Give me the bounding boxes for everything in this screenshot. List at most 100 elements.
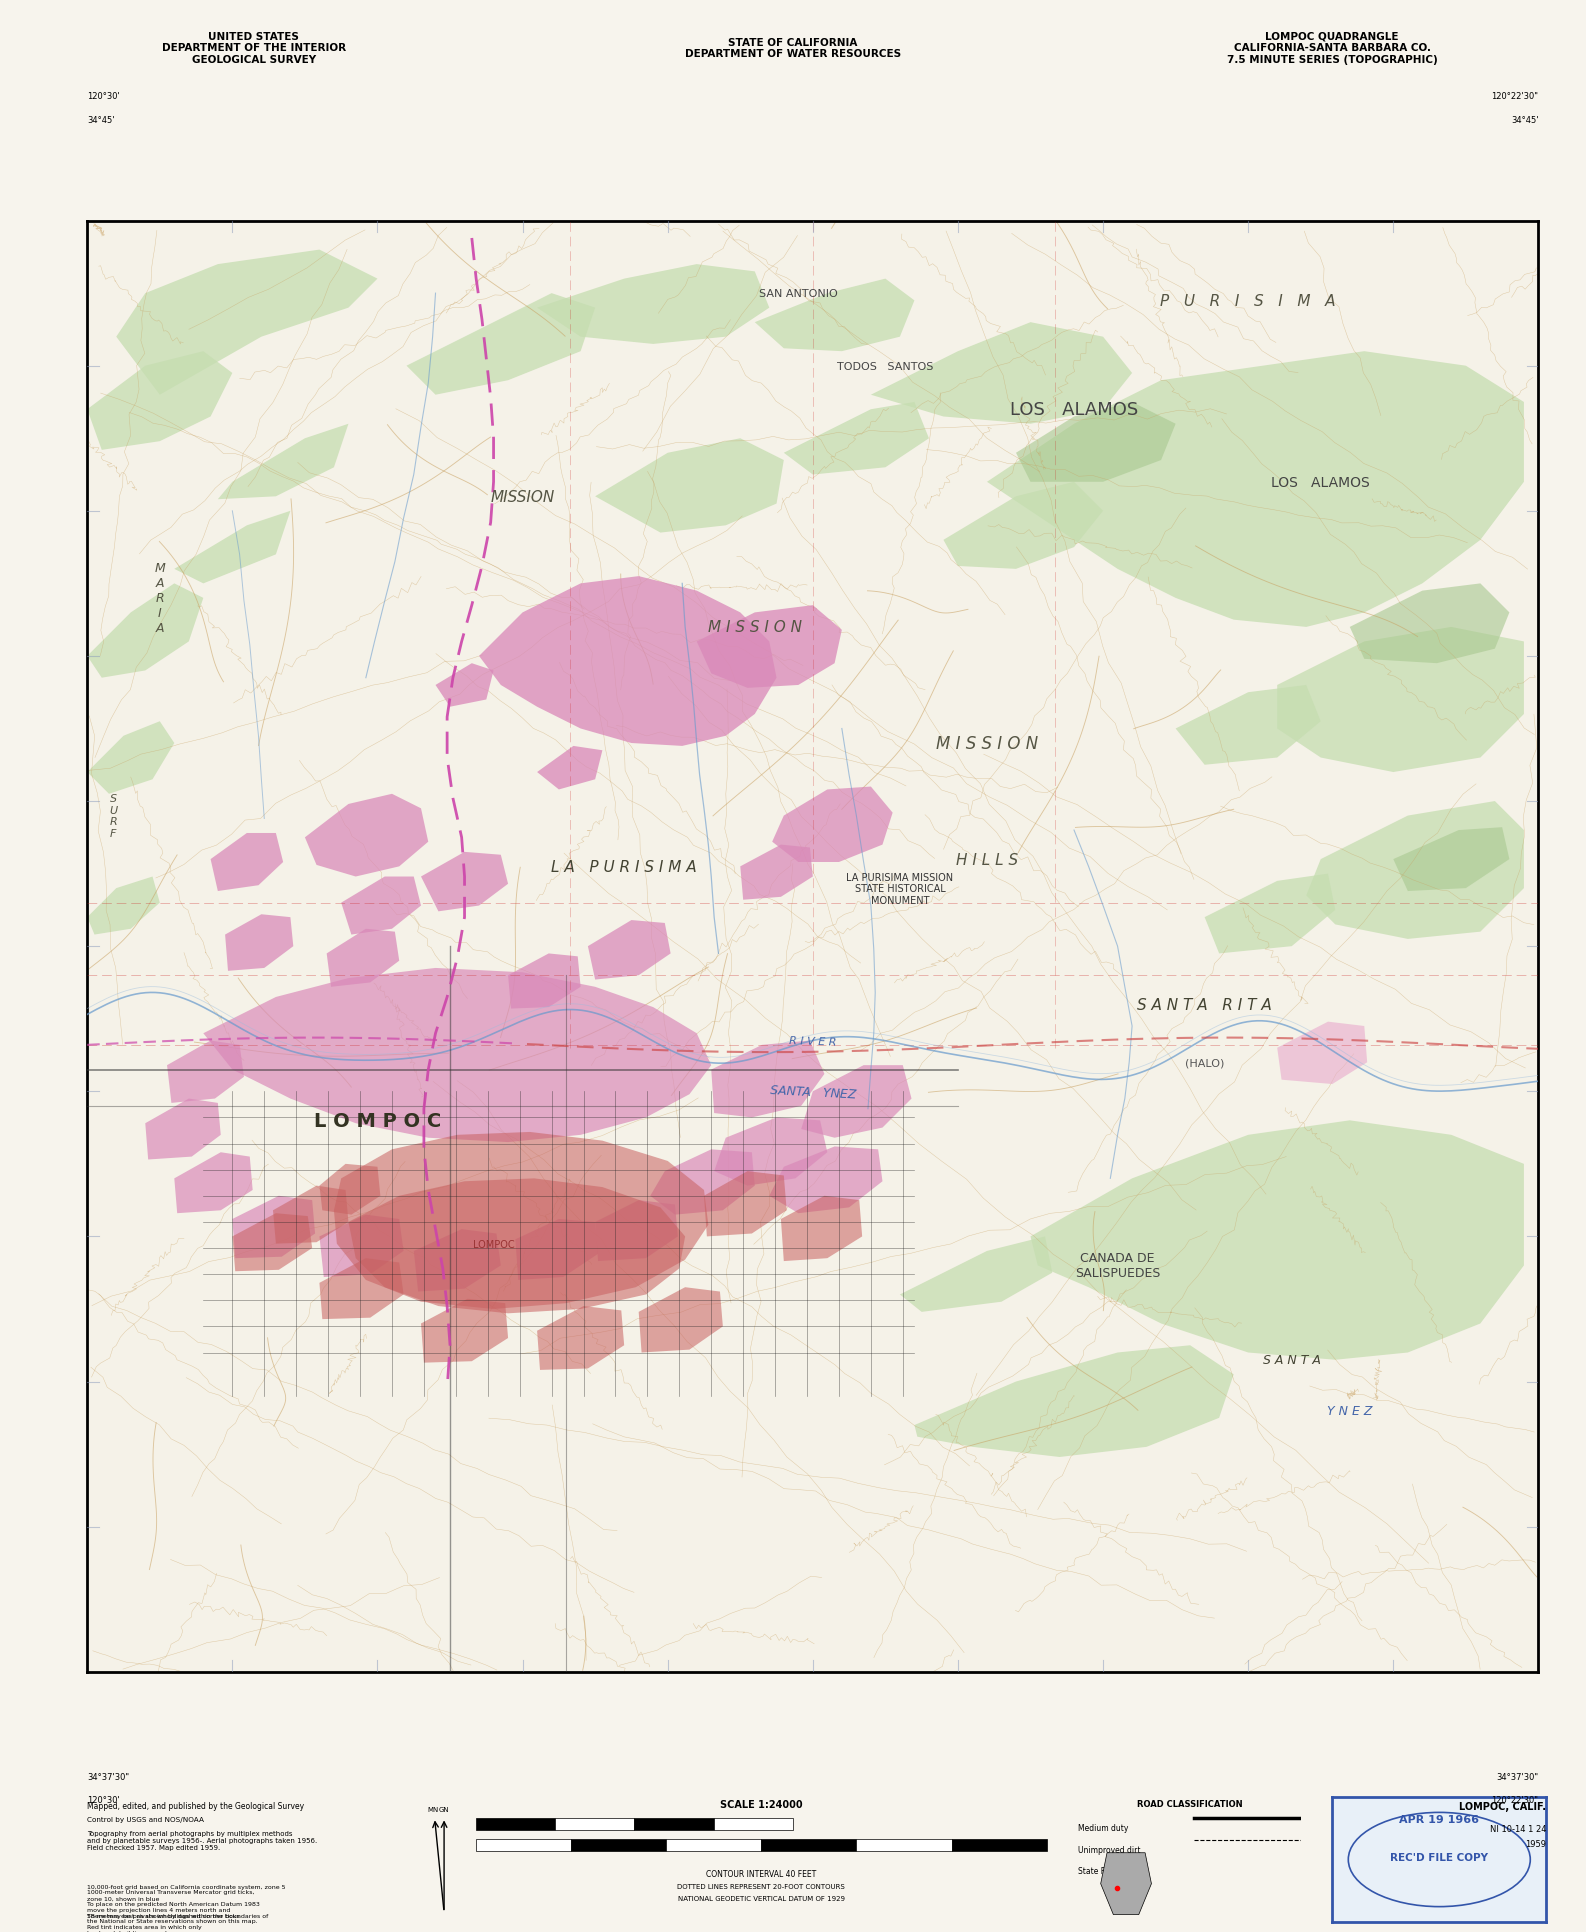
Polygon shape (755, 280, 915, 352)
Polygon shape (538, 1306, 625, 1370)
Text: 120°30': 120°30' (87, 91, 121, 100)
Text: H I L L S: H I L L S (956, 852, 1018, 867)
Polygon shape (167, 1041, 244, 1103)
Polygon shape (225, 914, 293, 972)
Text: SAN ANTONIO: SAN ANTONIO (760, 290, 837, 299)
Polygon shape (1277, 1022, 1367, 1084)
Polygon shape (711, 1041, 825, 1119)
Polygon shape (273, 1186, 349, 1244)
Text: MISSION: MISSION (490, 489, 555, 504)
Polygon shape (341, 877, 420, 935)
Polygon shape (538, 746, 603, 790)
Bar (856, 1839, 952, 1851)
Polygon shape (319, 1165, 381, 1215)
Text: LOMPOC QUADRANGLE
CALIFORNIA-SANTA BARBARA CO.
7.5 MINUTE SERIES (TOPOGRAPHIC): LOMPOC QUADRANGLE CALIFORNIA-SANTA BARBA… (1228, 31, 1437, 66)
Polygon shape (595, 439, 783, 533)
Text: Unimproved dirt: Unimproved dirt (1078, 1845, 1140, 1853)
Text: 120°22'30": 120°22'30" (1491, 91, 1538, 100)
Text: M I S S I O N: M I S S I O N (707, 620, 803, 636)
Text: ROAD CLASSIFICATION: ROAD CLASSIFICATION (1137, 1799, 1242, 1808)
Polygon shape (1307, 802, 1524, 939)
Polygon shape (714, 1119, 828, 1186)
Polygon shape (1350, 583, 1510, 665)
Polygon shape (741, 844, 812, 900)
Text: Y N E Z: Y N E Z (1327, 1405, 1372, 1418)
Polygon shape (650, 1150, 755, 1215)
Polygon shape (217, 425, 349, 500)
Polygon shape (986, 352, 1524, 628)
Text: MN: MN (427, 1806, 439, 1812)
Polygon shape (211, 833, 284, 891)
Bar (952, 1839, 1047, 1851)
Polygon shape (146, 1099, 220, 1159)
Text: SCALE 1:24000: SCALE 1:24000 (720, 1799, 803, 1808)
Text: UNITED STATES
DEPARTMENT OF THE INTERIOR
GEOLOGICAL SURVEY: UNITED STATES DEPARTMENT OF THE INTERIOR… (162, 31, 346, 66)
Text: State Route: State Route (1078, 1866, 1123, 1876)
Text: 10,000-foot grid based on California coordinate system, zone 5
1000-meter Univer: 10,000-foot grid based on California coo… (87, 1884, 285, 1918)
Polygon shape (1031, 1121, 1524, 1360)
Text: 120°22'30": 120°22'30" (1491, 1795, 1538, 1804)
Polygon shape (515, 1219, 598, 1281)
Bar (761, 1839, 856, 1851)
Text: (HALO): (HALO) (1185, 1057, 1224, 1068)
Polygon shape (203, 968, 711, 1142)
Polygon shape (1277, 628, 1524, 773)
Polygon shape (174, 1153, 252, 1213)
Text: NI 10-14 1 24: NI 10-14 1 24 (1489, 1824, 1546, 1833)
Polygon shape (87, 723, 174, 794)
Text: LOS   ALAMOS: LOS ALAMOS (1010, 402, 1139, 419)
Text: S A N T A: S A N T A (1262, 1354, 1321, 1366)
Text: CONTOUR INTERVAL 40 FEET: CONTOUR INTERVAL 40 FEET (706, 1868, 817, 1878)
Polygon shape (696, 607, 842, 688)
Text: GN: GN (439, 1806, 449, 1812)
Polygon shape (174, 512, 290, 583)
Polygon shape (1393, 827, 1510, 891)
Polygon shape (595, 1200, 677, 1262)
Polygon shape (319, 1215, 403, 1277)
Polygon shape (414, 1229, 501, 1293)
Text: 120°30': 120°30' (87, 1795, 121, 1804)
Text: 1959: 1959 (1526, 1839, 1546, 1849)
Text: LOMPOC, CALIF.: LOMPOC, CALIF. (1459, 1801, 1546, 1810)
Text: Mapped, edited, and published by the Geological Survey: Mapped, edited, and published by the Geo… (87, 1801, 305, 1810)
Polygon shape (349, 1179, 685, 1314)
Text: There may be private inholdings within the boundaries of
the National or State r: There may be private inholdings within t… (87, 1913, 268, 1932)
Polygon shape (780, 1196, 863, 1262)
Text: TODOS   SANTOS: TODOS SANTOS (837, 361, 934, 371)
Polygon shape (420, 852, 508, 912)
Polygon shape (319, 1258, 403, 1320)
Text: M
A
R
I
A: M A R I A (154, 562, 165, 636)
Polygon shape (871, 323, 1132, 425)
Polygon shape (232, 1196, 316, 1258)
Text: 34°37'30": 34°37'30" (1496, 1772, 1538, 1781)
Polygon shape (899, 1236, 1052, 1312)
Text: L O M P O C: L O M P O C (314, 1111, 441, 1130)
Text: NATIONAL GEODETIC VERTICAL DATUM OF 1929: NATIONAL GEODETIC VERTICAL DATUM OF 1929 (677, 1895, 845, 1901)
Bar (555, 1818, 634, 1830)
Text: Medium duty: Medium duty (1078, 1824, 1129, 1832)
Polygon shape (87, 352, 232, 450)
Polygon shape (704, 1171, 787, 1236)
Polygon shape (87, 877, 160, 935)
Text: STATE OF CALIFORNIA
DEPARTMENT OF WATER RESOURCES: STATE OF CALIFORNIA DEPARTMENT OF WATER … (685, 37, 901, 60)
Text: DOTTED LINES REPRESENT 20-FOOT CONTOURS: DOTTED LINES REPRESENT 20-FOOT CONTOURS (677, 1884, 845, 1889)
Polygon shape (915, 1345, 1234, 1457)
Polygon shape (116, 251, 377, 396)
Text: L A   P U R I S I M A: L A P U R I S I M A (552, 860, 696, 875)
Text: Control by USGS and NOS/NOAA: Control by USGS and NOS/NOAA (87, 1816, 205, 1822)
Text: P   U   R   I   S   I   M   A: P U R I S I M A (1161, 294, 1335, 309)
Polygon shape (508, 954, 580, 1009)
Polygon shape (1205, 873, 1335, 954)
Polygon shape (772, 786, 893, 862)
Text: REC'D FILE COPY: REC'D FILE COPY (1391, 1853, 1488, 1862)
Text: APR 19 1966: APR 19 1966 (1399, 1814, 1480, 1824)
Text: CANADA DE
SALISPUEDES: CANADA DE SALISPUEDES (1075, 1252, 1161, 1279)
Polygon shape (1101, 1853, 1151, 1915)
Polygon shape (588, 920, 671, 980)
Polygon shape (639, 1287, 723, 1352)
Polygon shape (479, 578, 777, 746)
Polygon shape (327, 929, 400, 987)
Polygon shape (420, 1298, 508, 1362)
Bar (634, 1818, 714, 1830)
Text: 34°45': 34°45' (87, 116, 114, 126)
